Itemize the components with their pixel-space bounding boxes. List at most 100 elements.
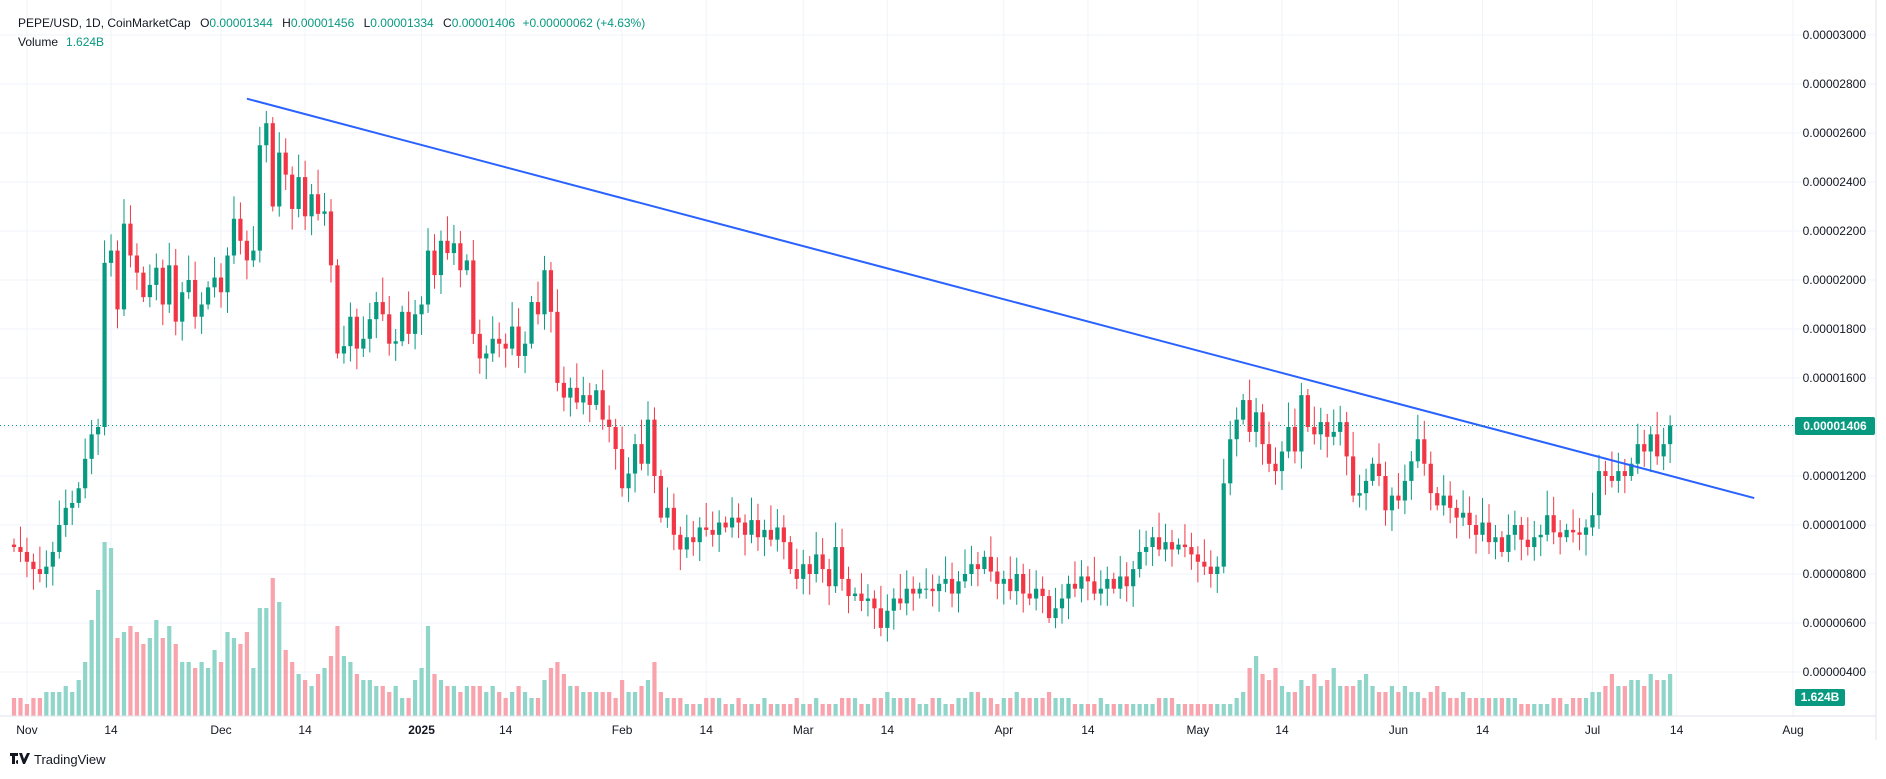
volume-bar <box>296 674 301 716</box>
tradingview-logo-icon <box>10 752 30 767</box>
candle-body <box>555 311 560 383</box>
volume-bar <box>134 632 140 716</box>
volume-bar <box>775 704 780 716</box>
price-axis[interactable]: 0.00000400 0.00000600 0.00000800 0.00001000… <box>1803 28 1867 679</box>
y-tick-label: 0.00001600 <box>1803 371 1867 385</box>
volume-bar <box>865 704 871 716</box>
volume-bar <box>128 626 133 716</box>
volume-bar <box>11 698 17 716</box>
volume-bar <box>807 704 812 716</box>
volume-bar <box>833 704 838 716</box>
candle-body <box>652 419 657 476</box>
candle-body <box>898 598 903 604</box>
candle-body <box>102 262 107 427</box>
candle-body <box>335 265 340 354</box>
candle-body <box>678 534 683 550</box>
volume-bar <box>1642 686 1647 716</box>
volume-bar <box>820 704 825 716</box>
volume-bar <box>199 662 204 716</box>
candle-body <box>1519 525 1524 540</box>
volume-bar <box>878 698 883 716</box>
candle-body <box>1098 588 1103 594</box>
candle-body <box>658 476 664 518</box>
volume-bar <box>1338 686 1343 716</box>
volume-bar <box>704 698 709 716</box>
candle-body <box>24 551 30 562</box>
candle-body <box>1253 412 1259 432</box>
volume-bar <box>975 692 981 716</box>
symbol-label[interactable]: PEPE/USD, 1D, CoinMarketCap <box>18 16 191 30</box>
volume-bar <box>490 686 495 716</box>
volume-bar <box>1506 698 1511 716</box>
volume-bar <box>102 542 107 716</box>
candle-body <box>1008 578 1013 592</box>
volume-bar <box>1422 698 1427 716</box>
volume-bar <box>1376 692 1382 716</box>
volume-bar <box>652 662 657 716</box>
volume-bar <box>749 704 754 716</box>
volume-bar <box>1461 692 1466 716</box>
candle-body <box>723 522 728 528</box>
volume-bar <box>510 692 515 716</box>
candle-body <box>205 287 211 305</box>
volume-bar <box>872 698 877 716</box>
volume-bar <box>1176 704 1181 716</box>
volume-bar <box>1034 698 1039 716</box>
volume-bar <box>277 602 282 716</box>
volume-bar <box>1525 704 1530 716</box>
candle-body <box>969 564 974 574</box>
volume-bar <box>1292 692 1298 716</box>
candle-body <box>1241 400 1246 420</box>
volume-bar <box>1454 698 1459 716</box>
x-tick-label: Feb <box>612 723 633 737</box>
candle-body <box>1603 471 1608 476</box>
volume-bar <box>1228 704 1233 716</box>
candle-body <box>1551 515 1556 533</box>
volume-bar <box>1577 698 1582 716</box>
candle-body <box>645 419 651 464</box>
candle-body <box>775 527 780 540</box>
candle-body <box>128 223 133 256</box>
volume-bar <box>1111 704 1116 716</box>
volume-bar <box>1027 698 1032 716</box>
candle-body <box>1558 532 1563 538</box>
volume-bar <box>1389 686 1395 716</box>
volume-bar <box>1370 686 1375 716</box>
volume-label[interactable]: Volume <box>18 35 59 49</box>
volume-bar <box>458 692 463 716</box>
volume-bar <box>37 698 42 716</box>
volume-bar <box>885 692 890 716</box>
volume-bar <box>348 662 353 716</box>
volume-bar <box>173 644 178 716</box>
candle-body <box>1266 444 1272 464</box>
volume-bar <box>762 698 767 716</box>
candle-body <box>781 527 786 543</box>
volume-bar <box>581 692 586 716</box>
x-tick-label: Apr <box>994 723 1013 737</box>
tradingview-brand[interactable]: TradingView <box>10 752 106 767</box>
candle-body <box>244 240 249 261</box>
volume-bar <box>1435 686 1440 716</box>
volume-bar <box>1273 668 1278 716</box>
candle-body <box>936 583 942 592</box>
candle-body <box>341 346 347 354</box>
volume-bar <box>1053 698 1058 716</box>
candle-body <box>1034 588 1039 599</box>
candle-body <box>1131 569 1136 587</box>
candle-body <box>354 316 359 349</box>
volume-bar <box>1648 674 1653 716</box>
candle-body <box>574 387 579 403</box>
volume-bar <box>1105 704 1110 716</box>
candle-body <box>1027 593 1032 599</box>
volume-bar <box>717 698 722 716</box>
candle-body <box>1092 581 1097 594</box>
trendline[interactable] <box>246 97 1755 500</box>
volume-bar <box>632 692 638 716</box>
candle-body <box>1512 525 1517 535</box>
volume-bar <box>982 698 987 716</box>
candle-body <box>975 564 981 570</box>
volume-bar <box>1331 668 1336 716</box>
time-axis[interactable]: Nov 14 Dec 14 2025 14 Feb 14 Mar 14 Apr 14 May 14 Jun 1… <box>16 723 1803 737</box>
candle-body <box>315 194 321 214</box>
